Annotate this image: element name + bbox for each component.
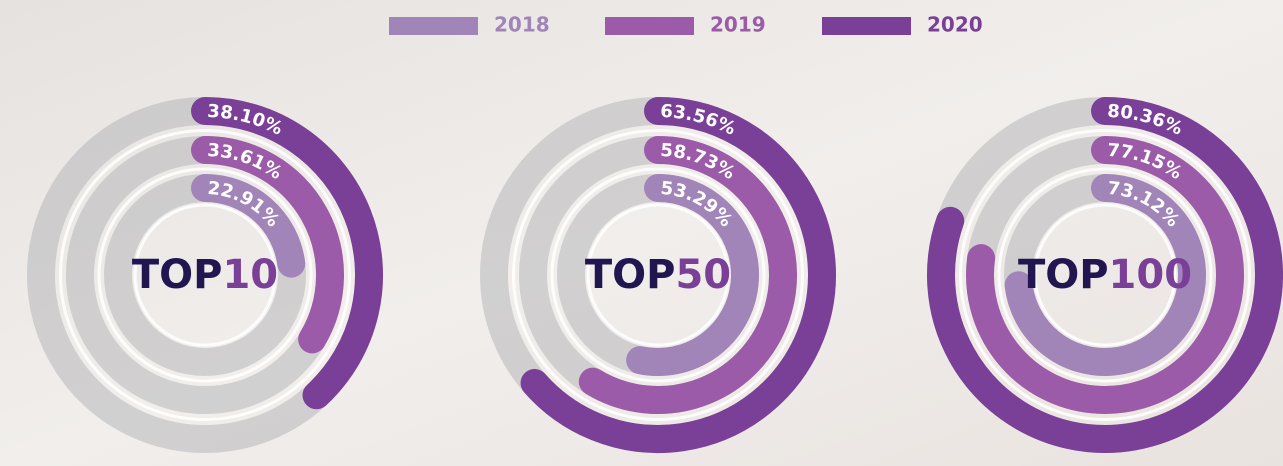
ring-divider (959, 129, 1251, 421)
legend-swatch (389, 17, 478, 35)
radial-bar (626, 174, 759, 376)
radial-bar (191, 174, 306, 278)
radial-chart: 73.12%77.15%80.36%TOP100 (927, 97, 1283, 453)
legend-label: 2020 (927, 13, 983, 37)
legend: 2018 2019 2020 (389, 13, 983, 37)
radial-bar (927, 97, 1283, 453)
ring-divider (586, 203, 730, 347)
ring-divider (1033, 203, 1177, 347)
legend-swatch (605, 17, 694, 35)
radial-bar (191, 136, 344, 354)
legend-swatch (822, 17, 911, 35)
chart-title-part: 100 (1109, 252, 1193, 298)
ring-divider (997, 167, 1213, 383)
radial-bar (191, 97, 383, 410)
chart-title-part: TOP (1018, 252, 1109, 298)
radial-bar (1004, 174, 1206, 376)
radial-bar (966, 136, 1244, 414)
chart-title: TOP50 (585, 252, 731, 298)
legend-label: 2019 (710, 13, 766, 37)
plots: 22.91%33.61%38.10%TOP10 53.29%58.73%63.56… (27, 97, 1283, 453)
ring-divider (133, 203, 277, 347)
legend-label: 2018 (494, 13, 550, 37)
radial-chart: 22.91%33.61%38.10%TOP10 (27, 97, 383, 453)
ring-divider (97, 167, 313, 383)
radial-chart: 53.29%58.73%63.56%TOP50 (480, 97, 836, 453)
radial-bar (578, 136, 797, 414)
chart-title-part: TOP (132, 252, 223, 298)
radial-bar (520, 97, 836, 453)
ring-divider (512, 129, 804, 421)
ring-divider (550, 167, 766, 383)
chart-title: TOP100 (1018, 252, 1192, 298)
ring-divider (59, 129, 351, 421)
chart-title: TOP10 (132, 252, 278, 298)
chart-title-part: 50 (675, 252, 731, 298)
chart-title-part: TOP (585, 252, 676, 298)
chart-title-part: 10 (222, 252, 278, 298)
